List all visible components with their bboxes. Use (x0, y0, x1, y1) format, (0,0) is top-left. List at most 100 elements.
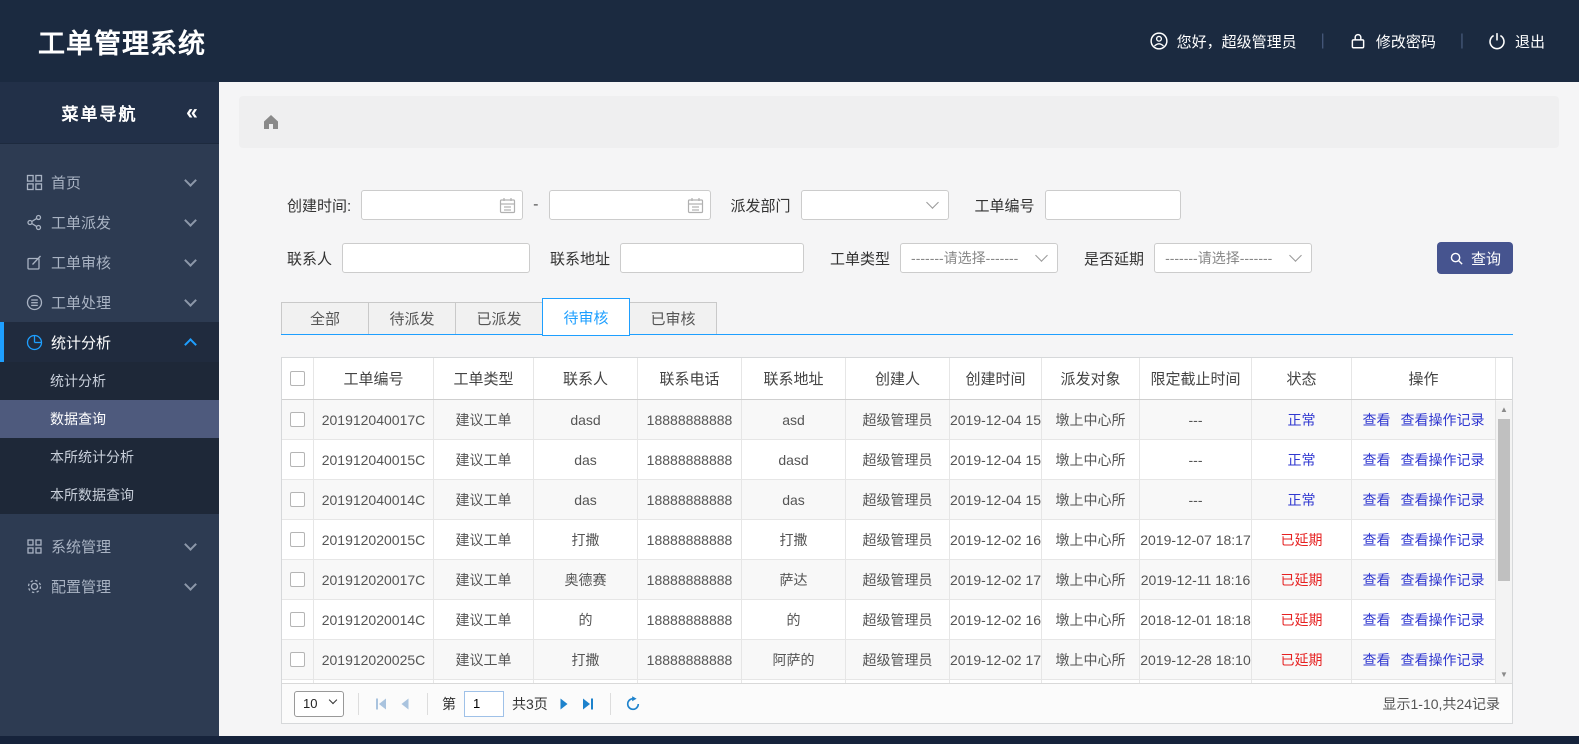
cell-actions: 查看 查看操作记录 (1352, 520, 1496, 559)
view-log-link[interactable]: 查看操作记录 (1400, 411, 1485, 428)
order-type-select[interactable]: -------请选择------- (900, 243, 1059, 273)
contact-field[interactable] (342, 243, 531, 273)
table-scrollbar[interactable]: ▲ ▼ (1495, 401, 1512, 683)
order-no-input[interactable] (1045, 191, 1180, 219)
cell-status: 正常 (1252, 480, 1352, 519)
cell-order-id: 201912020015C (314, 520, 434, 559)
sidebar-item-system[interactable]: 系统管理 (0, 526, 219, 566)
submenu-item-local-statistics[interactable]: 本所统计分析 (0, 438, 219, 476)
chevron-down-icon (184, 537, 197, 551)
is-delayed-label: 是否延期 (1084, 250, 1145, 268)
orders-table: 工单编号 工单类型 联系人 联系电话 联系地址 创建人 创建时间 派发对象 限定… (281, 357, 1513, 724)
address-label: 联系地址 (550, 250, 611, 268)
sidebar-collapse-icon[interactable]: « (186, 100, 198, 124)
row-checkbox[interactable] (290, 492, 305, 507)
row-checkbox[interactable] (290, 652, 305, 667)
is-delayed-select[interactable]: -------请选择------- (1154, 243, 1313, 273)
view-link[interactable]: 查看 (1362, 571, 1391, 588)
calendar-icon[interactable] (687, 197, 704, 214)
contact-input[interactable] (343, 244, 530, 272)
dispatch-dept-select[interactable] (800, 190, 949, 220)
main-content: 创建时间: - 派发部门 工单编号 (219, 82, 1579, 736)
col-created: 创建时间 (950, 358, 1042, 399)
row-checkbox[interactable] (290, 412, 305, 427)
view-log-link[interactable]: 查看操作记录 (1400, 651, 1485, 668)
row-checkbox[interactable] (290, 612, 305, 627)
submenu-label: 本所统计分析 (50, 449, 134, 465)
sidebar-item-config[interactable]: 配置管理 (0, 566, 219, 606)
power-icon (1489, 33, 1505, 50)
next-page-icon[interactable] (556, 696, 572, 712)
query-button[interactable]: 查询 (1437, 242, 1513, 274)
home-icon[interactable] (261, 112, 281, 132)
view-link[interactable]: 查看 (1362, 451, 1391, 468)
records-summary: 显示1-10,共24记录 (1382, 695, 1500, 712)
footer-bar (0, 736, 1579, 744)
sidebar-item-label: 工单处理 (51, 294, 112, 312)
view-log-link[interactable]: 查看操作记录 (1400, 571, 1485, 588)
scroll-up-icon[interactable]: ▲ (1500, 405, 1508, 414)
created-end-input[interactable] (549, 191, 710, 219)
view-log-link[interactable]: 查看操作记录 (1400, 491, 1485, 508)
view-log-link[interactable]: 查看操作记录 (1400, 451, 1485, 468)
row-checkbox[interactable] (290, 452, 305, 467)
page-prefix: 第 (442, 695, 456, 712)
created-time-label: 创建时间: (287, 197, 352, 215)
cell-phone: 18888888888 (638, 520, 742, 559)
sidebar-item-home[interactable]: 首页 (0, 162, 219, 202)
view-link[interactable]: 查看 (1362, 531, 1391, 548)
submenu-item-local-data-query[interactable]: 本所数据查询 (0, 476, 219, 514)
created-start-input[interactable] (362, 191, 523, 219)
status-tabs: 全部 待派发 已派发 待审核 已审核 (281, 298, 1513, 336)
sidebar-item-dispatch[interactable]: 工单派发 (0, 202, 219, 242)
status-tab[interactable]: 待派发 (368, 302, 456, 334)
sidebar-item-process[interactable]: 工单处理 (0, 282, 219, 322)
user-greeting[interactable]: 您好，超级管理员 (1150, 31, 1297, 52)
address-input[interactable] (621, 244, 804, 272)
tab-label: 待审核 (563, 309, 609, 327)
cell-target: 墩上中心所 (1042, 480, 1140, 519)
submenu-item-statistics[interactable]: 统计分析 (0, 362, 219, 400)
status-tab[interactable]: 全部 (281, 302, 369, 334)
view-link[interactable]: 查看 (1362, 411, 1391, 428)
refresh-icon[interactable] (625, 695, 641, 712)
sidebar-item-label: 配置管理 (51, 578, 112, 596)
chevron-down-icon (1289, 249, 1302, 262)
cell-creator (846, 680, 950, 683)
status-tab[interactable]: 待审核 (542, 298, 630, 336)
scrollbar-thumb[interactable] (1498, 419, 1510, 581)
submenu-item-data-query[interactable]: 数据查询 (0, 400, 219, 438)
logout-button[interactable]: 退出 (1488, 31, 1545, 52)
view-link[interactable]: 查看 (1362, 491, 1391, 508)
view-log-link[interactable]: 查看操作记录 (1400, 611, 1485, 628)
change-password-button[interactable]: 修改密码 (1349, 31, 1436, 52)
created-end-field[interactable] (548, 190, 711, 220)
view-link[interactable]: 查看 (1362, 611, 1391, 628)
view-log-link[interactable]: 查看操作记录 (1400, 531, 1485, 548)
status-tab[interactable]: 已派发 (455, 302, 543, 334)
row-checkbox[interactable] (290, 532, 305, 547)
cell-phone: 18888888888 (638, 600, 742, 639)
sidebar-item-statistics[interactable]: 统计分析 (0, 322, 219, 362)
page-size-select[interactable]: 10 (294, 690, 344, 717)
cell-target: 墩上中心所 (1042, 600, 1140, 639)
created-start-field[interactable] (361, 190, 524, 220)
cell-status: 正常 (1252, 400, 1352, 439)
last-page-icon[interactable] (580, 696, 596, 712)
row-checkbox[interactable] (290, 572, 305, 587)
cell-created: 2019-12-02 16 (950, 600, 1042, 639)
scroll-down-icon[interactable]: ▼ (1500, 670, 1508, 679)
status-tab[interactable]: 已审核 (629, 302, 717, 334)
filter-row-2: 联系人 联系地址 工单类型 -------请选择------- 是否延期 ---… (287, 242, 1513, 274)
order-no-field[interactable] (1044, 190, 1181, 220)
page-size-value: 10 (303, 696, 318, 711)
select-all-checkbox[interactable] (290, 371, 305, 386)
first-page-icon[interactable] (373, 696, 389, 712)
page-number-input[interactable] (464, 690, 504, 717)
address-field[interactable] (620, 243, 805, 273)
prev-page-icon[interactable] (397, 696, 413, 712)
view-link[interactable]: 查看 (1362, 651, 1391, 668)
cell-actions: 查看 查看操作记录 (1352, 440, 1496, 479)
calendar-icon[interactable] (499, 197, 516, 214)
sidebar-item-review[interactable]: 工单审核 (0, 242, 219, 282)
